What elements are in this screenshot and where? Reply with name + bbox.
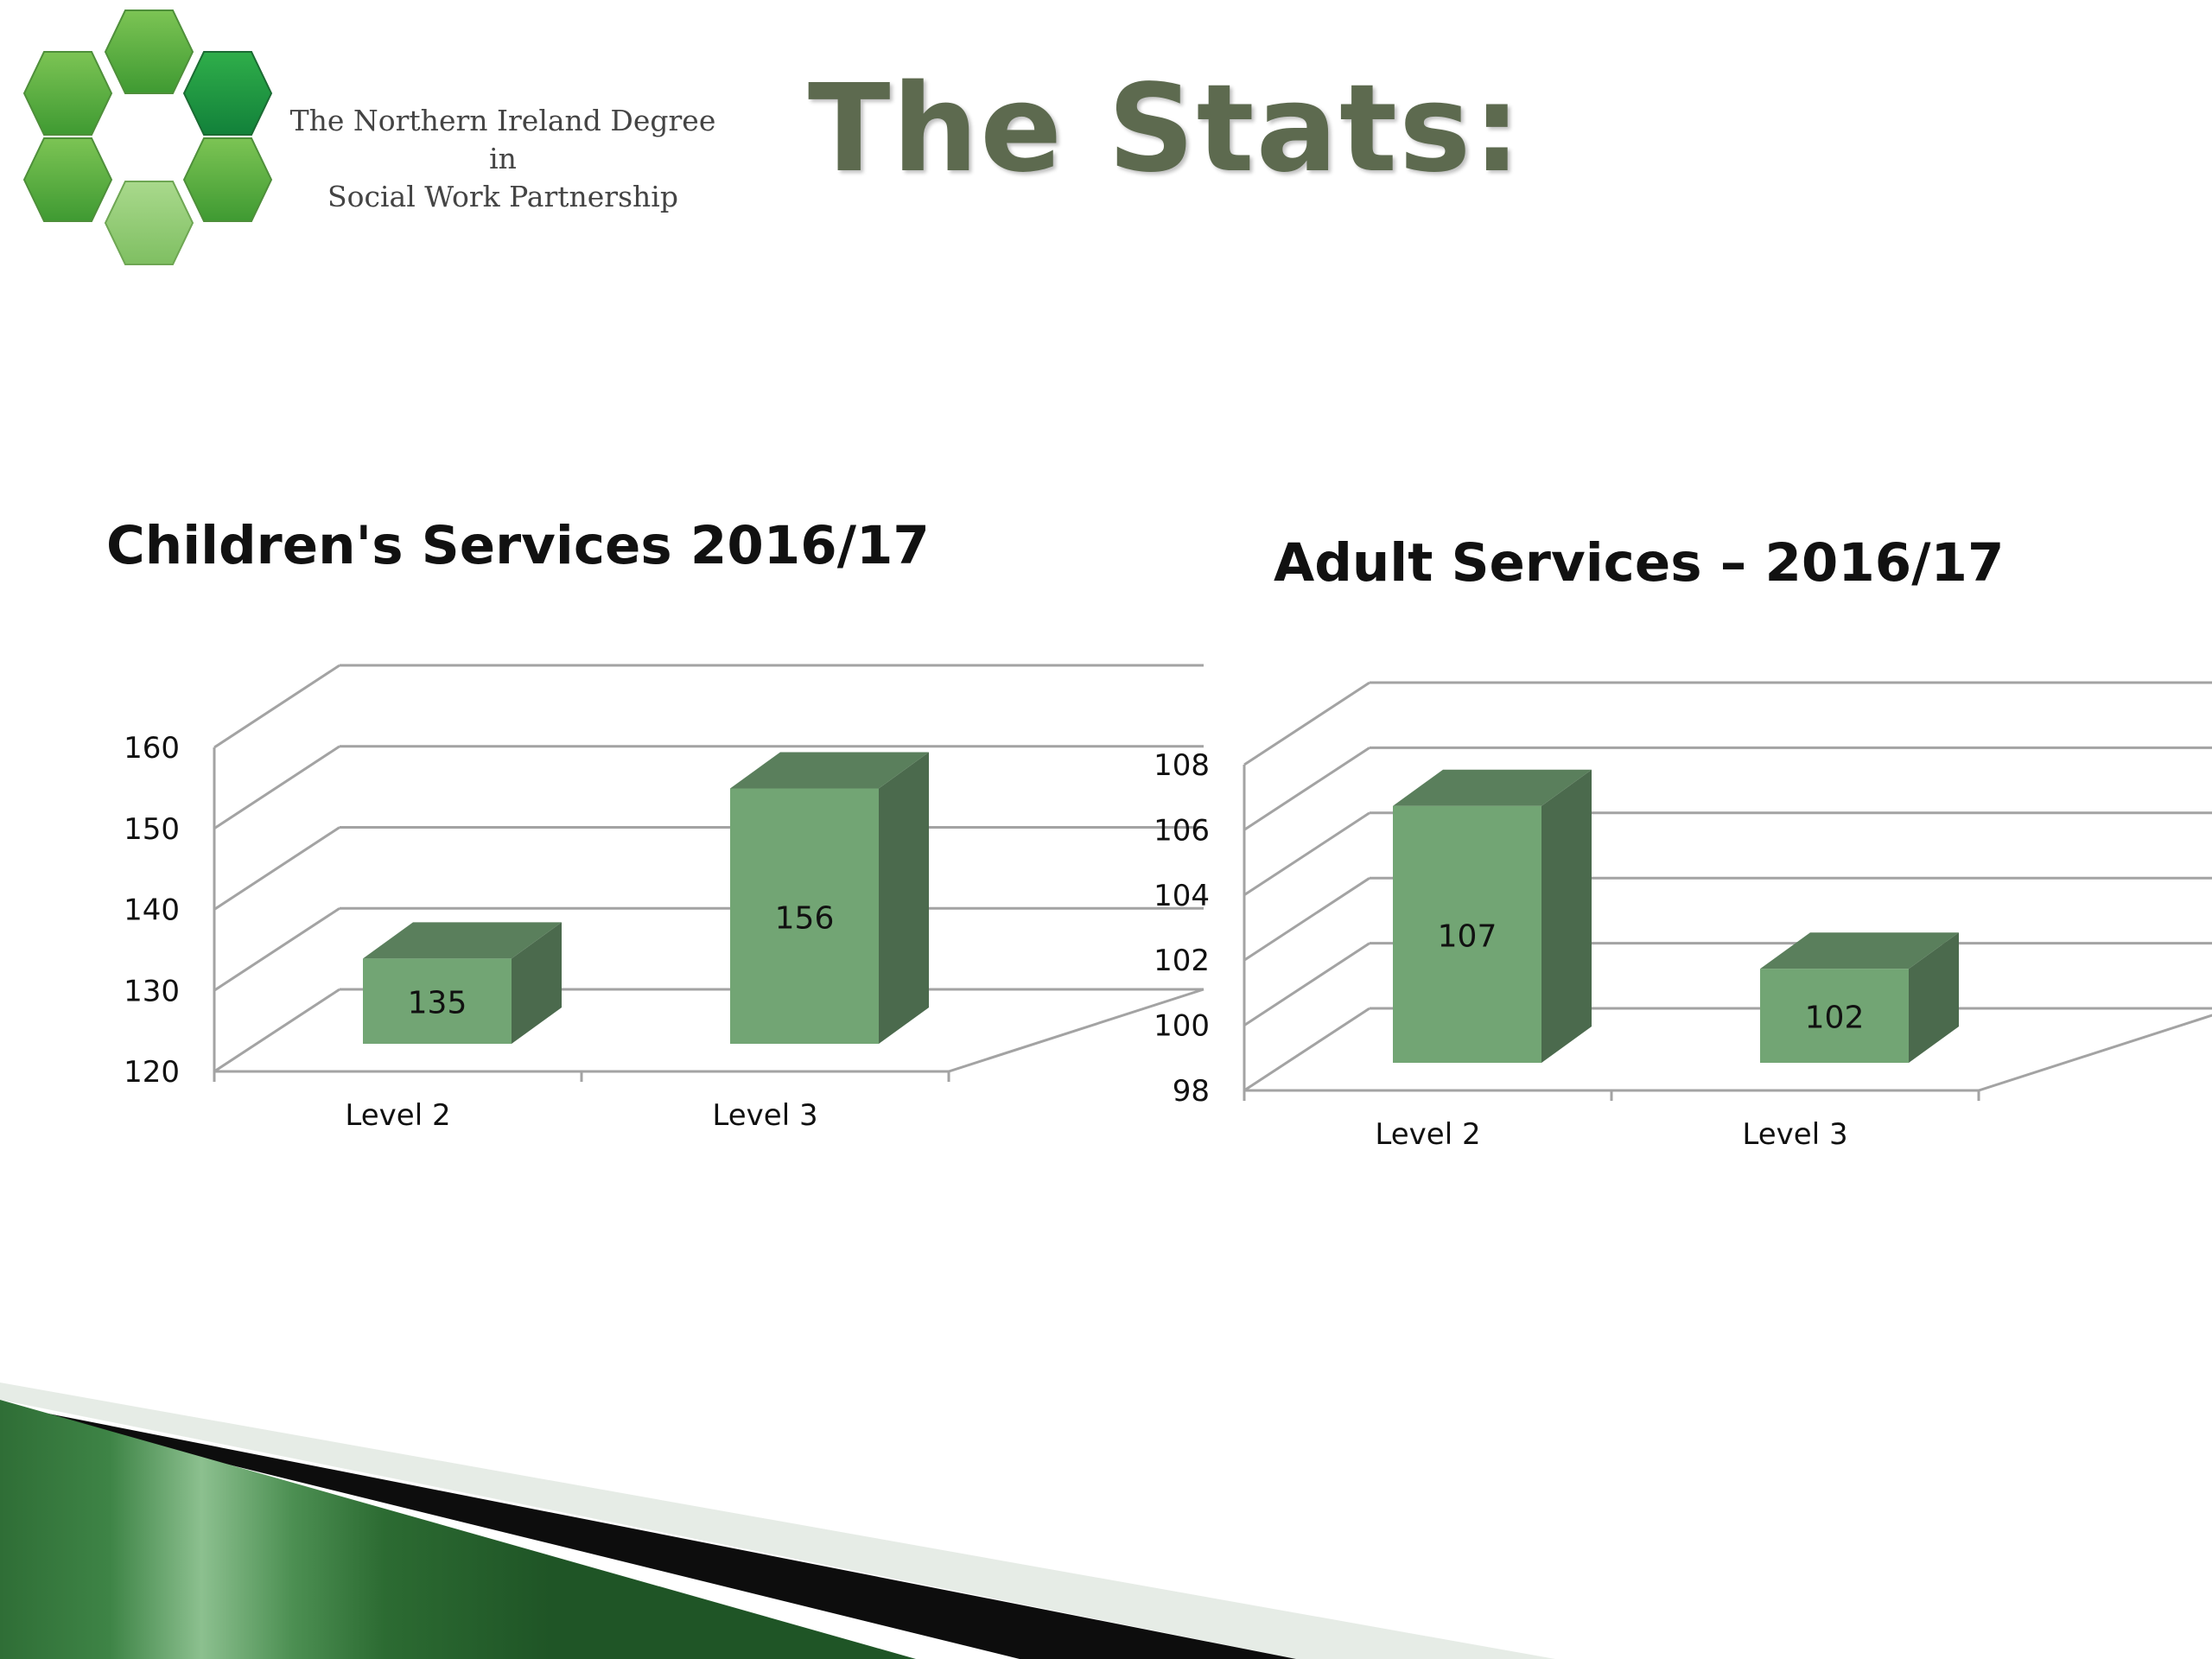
bar-top <box>1393 769 1592 806</box>
bar <box>363 922 562 1044</box>
bar-front <box>363 958 512 1044</box>
bar-front <box>1760 969 1909 1063</box>
chart-title-adult: Adult Services – 2016/17 <box>1274 532 2005 594</box>
bar-front <box>730 788 879 1044</box>
bar-top <box>363 922 562 959</box>
gridline-side <box>213 906 340 992</box>
bar-top <box>1760 932 1959 969</box>
gridline-side <box>1243 811 1370 897</box>
x-category-label: Level 3 <box>712 1098 817 1133</box>
data-label: 102 <box>1805 1001 1865 1036</box>
gridline-side <box>1243 681 1370 766</box>
y-tick-label: 106 <box>1154 813 1210 848</box>
gridline-side <box>1243 1007 1370 1092</box>
bar-side <box>512 922 562 1044</box>
data-label: 135 <box>408 986 467 1021</box>
y-tick-label: 100 <box>1154 1009 1210 1044</box>
chart-title-children: Children's Services 2016/17 <box>106 515 930 576</box>
y-tick-label: 150 <box>124 812 180 847</box>
gridline-side <box>213 664 340 749</box>
bar <box>1393 769 1592 1063</box>
logo-line-2: Social Work Partnership <box>327 180 678 213</box>
gridline-side <box>213 826 340 911</box>
x-category-label: Level 3 <box>1742 1117 1847 1152</box>
data-label: 156 <box>775 900 835 936</box>
gridline-side <box>1243 942 1370 1027</box>
bar-side <box>1909 932 1959 1063</box>
gridline-side <box>1243 876 1370 962</box>
x-category-label: Level 2 <box>345 1098 450 1133</box>
bar-front <box>1393 805 1541 1063</box>
y-tick-label: 108 <box>1154 748 1210 783</box>
hexagon-ring-logo-icon <box>22 10 273 265</box>
logo-line-1: The Northern Ireland Degree in <box>289 104 716 175</box>
gridline-side <box>213 745 340 830</box>
gridline-side <box>1243 747 1370 831</box>
y-tick-label: 130 <box>124 974 180 1008</box>
gridline-side <box>213 988 340 1073</box>
bar-side <box>879 752 929 1044</box>
bar-side <box>1541 769 1592 1063</box>
y-tick-label: 160 <box>124 731 180 766</box>
data-label: 107 <box>1438 918 1497 954</box>
x-category-label: Level 2 <box>1375 1117 1480 1152</box>
y-tick-label: 98 <box>1173 1074 1210 1109</box>
slide-title: The Stats: <box>808 59 1523 200</box>
y-tick-label: 120 <box>124 1055 180 1090</box>
bar-top <box>730 752 929 789</box>
y-tick-label: 140 <box>124 893 180 928</box>
logo-text: The Northern Ireland Degree in Social Wo… <box>287 102 719 216</box>
y-tick-label: 104 <box>1154 879 1210 913</box>
bar <box>1760 932 1959 1063</box>
bar <box>730 752 929 1044</box>
y-tick-label: 102 <box>1154 944 1210 978</box>
